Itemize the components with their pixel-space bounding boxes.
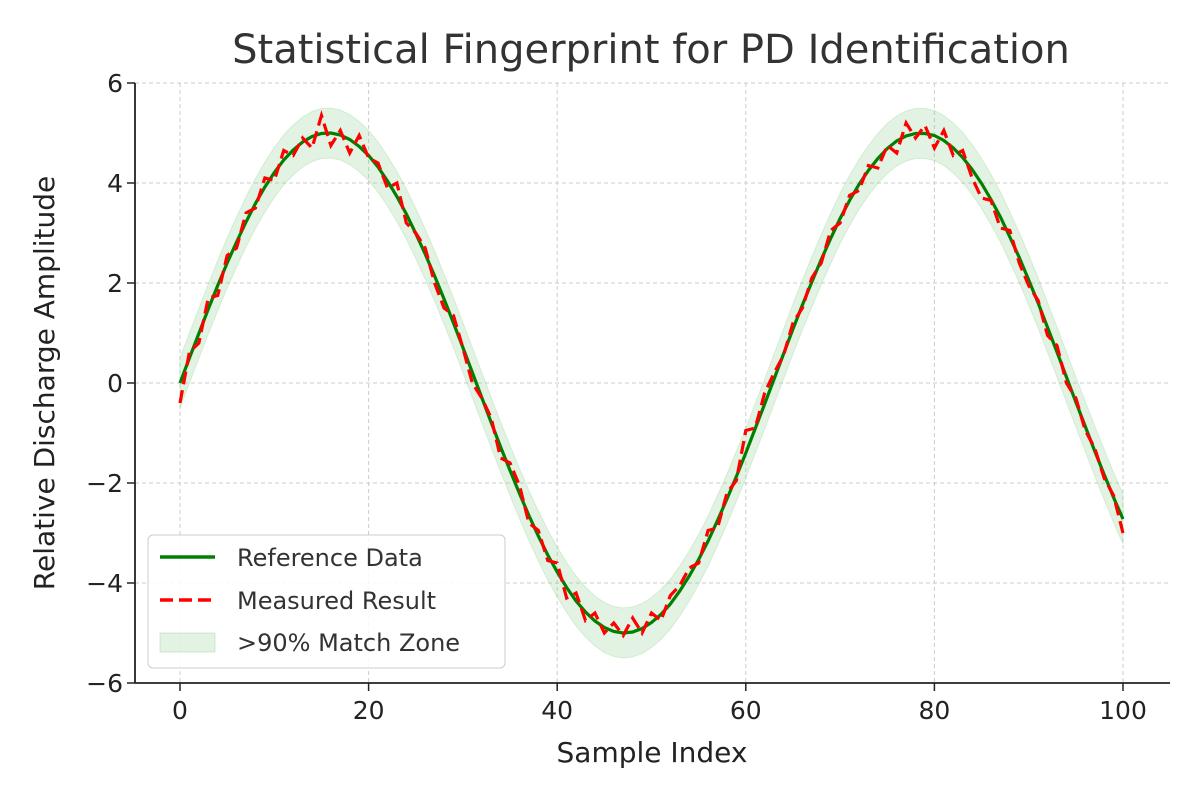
x-tick-label: 40 [541,696,573,725]
legend-label-measured: Measured Result [237,587,436,615]
y-tick-label: −6 [86,669,123,698]
x-tick-label: 0 [172,696,188,725]
y-axis-label: Relative Discharge Amplitude [28,176,61,590]
y-tick-label: −4 [86,569,123,598]
x-tick-label: 60 [730,696,762,725]
reference-line [178,131,1125,635]
x-tick-label: 20 [353,696,385,725]
y-tick-label: 0 [107,369,123,398]
match-zone-band [179,107,1124,659]
plot-area [178,107,1125,659]
y-tick-label: 2 [107,269,123,298]
x-tick-label: 100 [1099,696,1147,725]
chart-title: Statistical Fingerprint for PD Identific… [232,27,1070,73]
measured-line [178,109,1125,639]
legend-label-band: >90% Match Zone [237,629,460,657]
legend: Reference Data Measured Result >90% Matc… [147,534,506,669]
y-tick-label: 4 [107,169,123,198]
legend-swatch-band [159,632,216,653]
legend-label-reference: Reference Data [237,544,423,572]
y-tick-label: −2 [86,469,123,498]
x-axis-label: Sample Index [557,736,748,769]
x-tick-label: 80 [918,696,950,725]
axes: 0 20 40 60 80 100 −6 −4 −2 0 2 4 6 [86,69,1170,725]
legend-box [147,534,506,669]
y-tick-label: 6 [107,69,123,98]
